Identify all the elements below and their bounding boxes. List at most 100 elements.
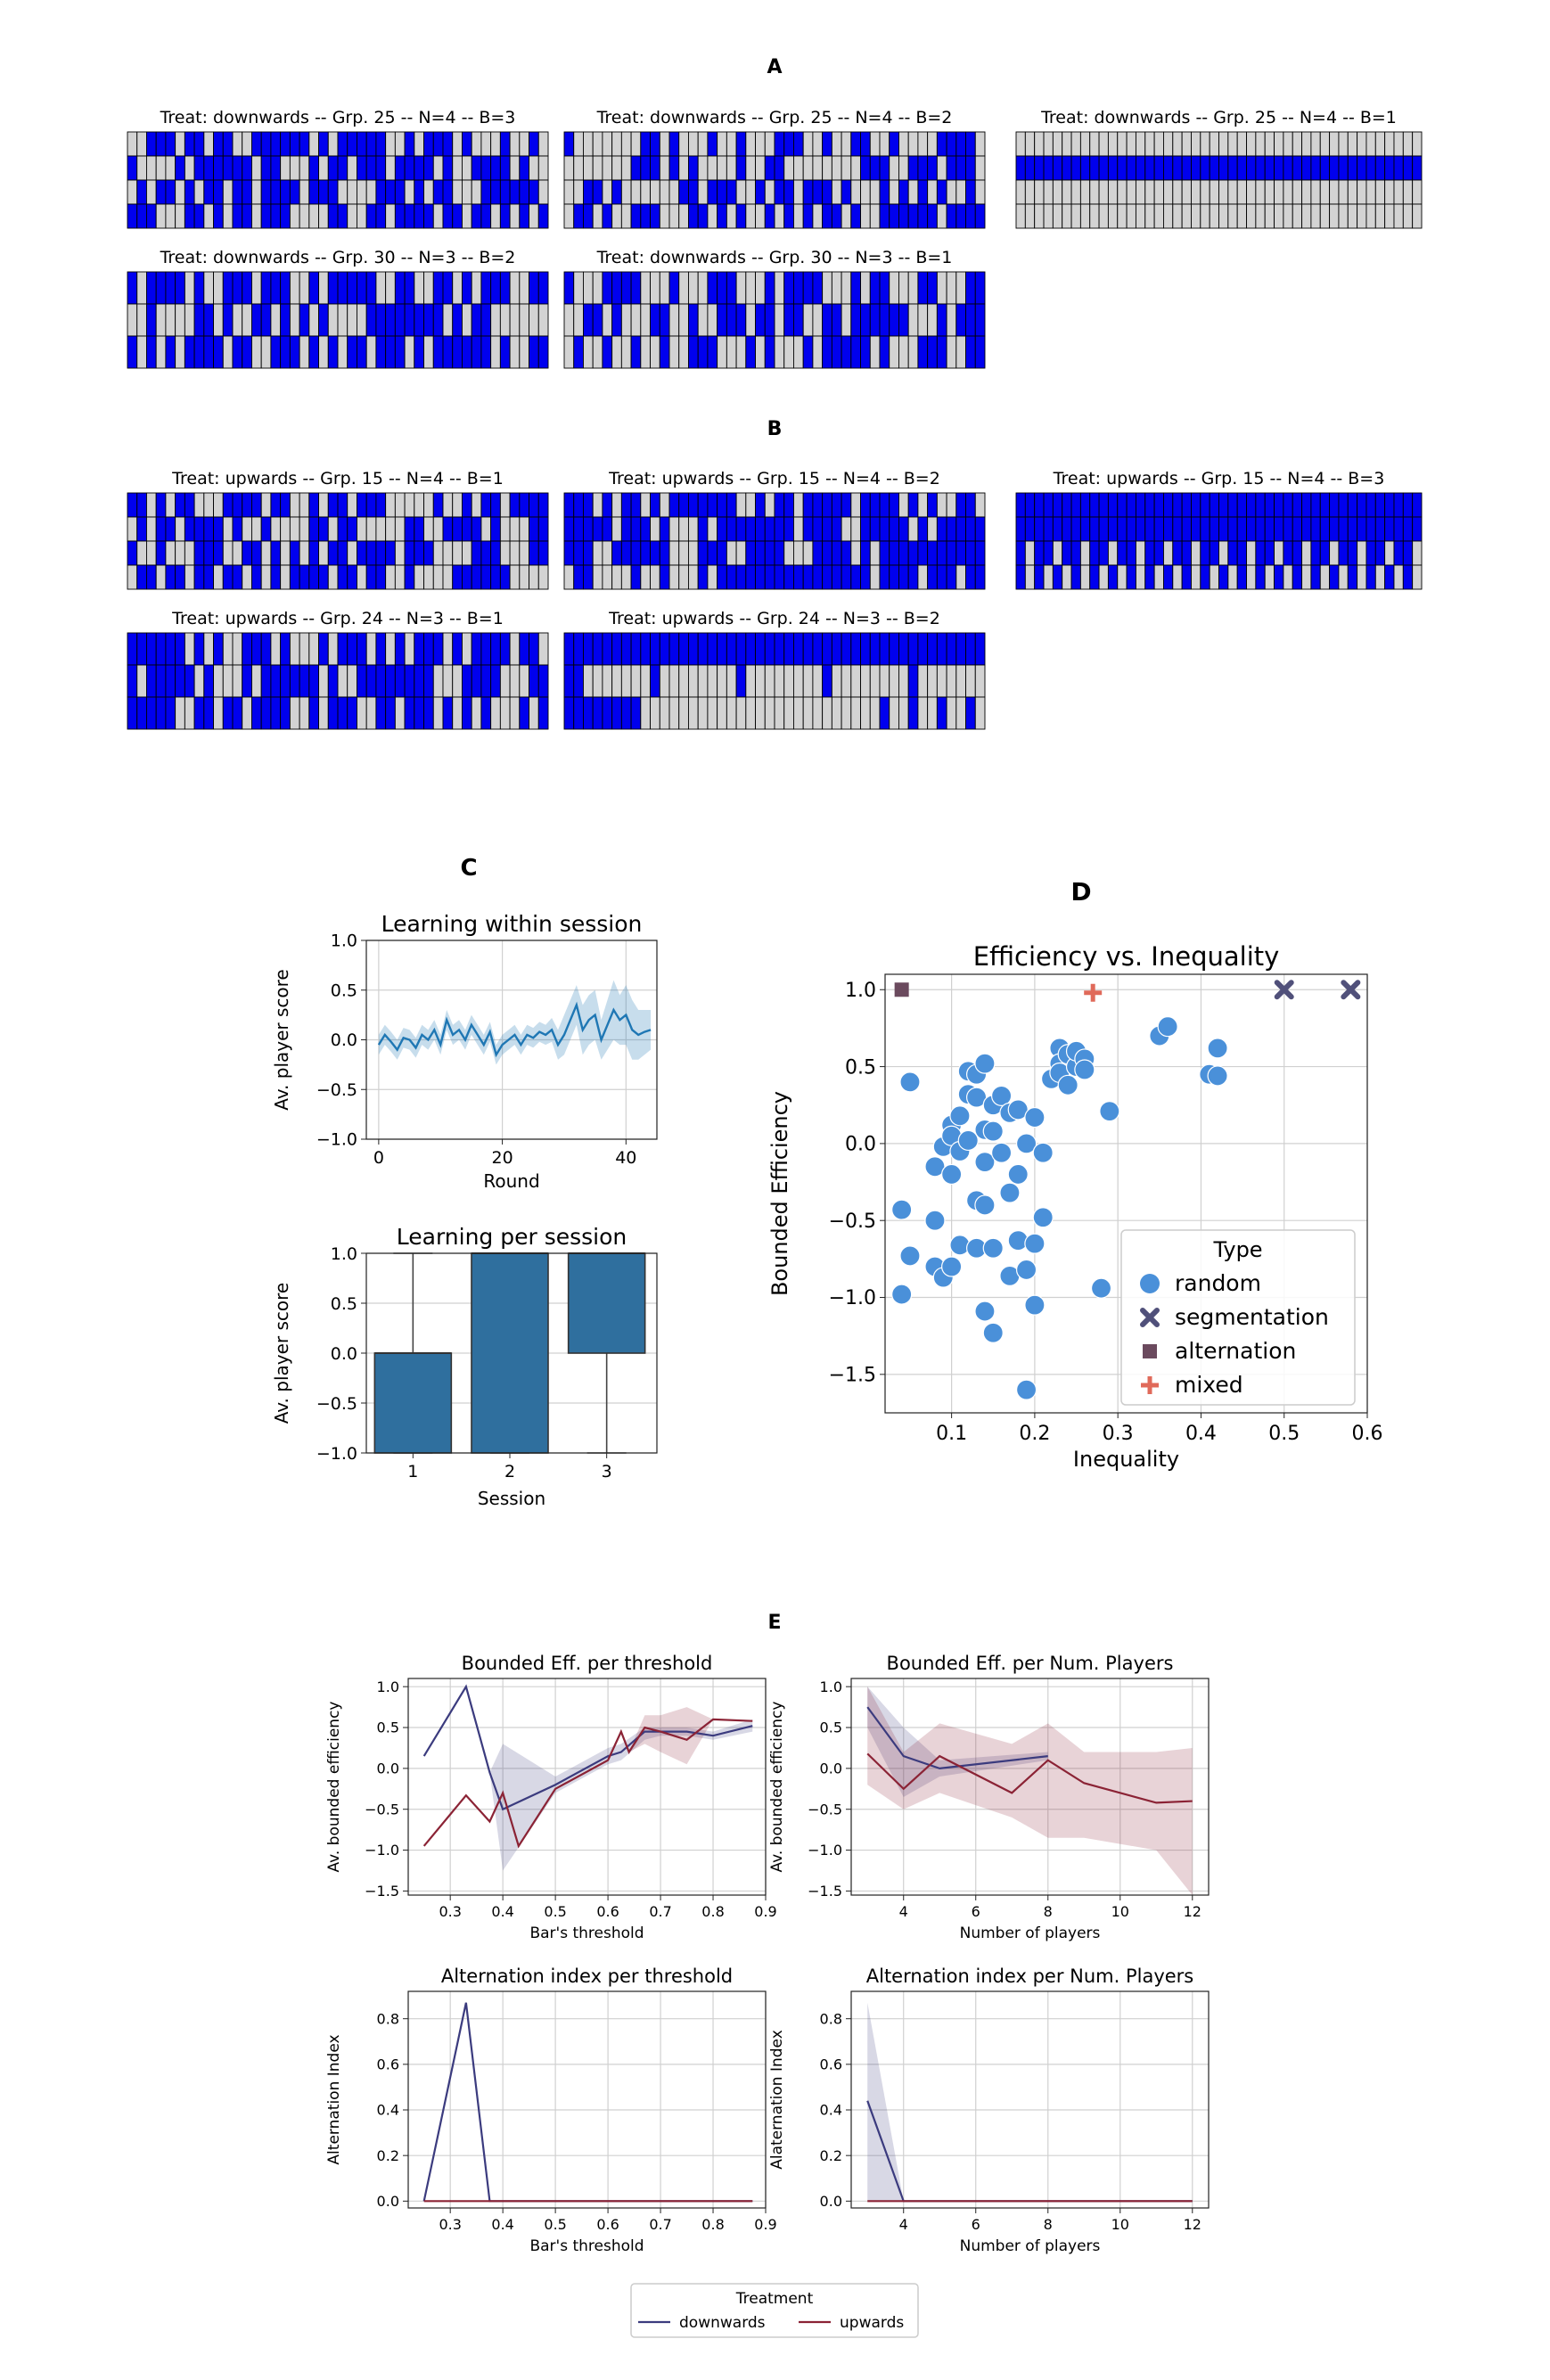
box-1: [373, 1352, 453, 1454]
grid-cell: [222, 564, 234, 590]
grid-cell: [1126, 203, 1136, 229]
grid-cell: [592, 516, 603, 542]
x-tick-label: 0: [373, 1148, 384, 1168]
grid-cell: [232, 632, 243, 666]
grid-cell: [442, 131, 454, 157]
grid-cell: [471, 179, 482, 205]
grid-cell: [707, 492, 718, 518]
grid-cell: [136, 303, 147, 337]
legend-label-mixed: mixed: [1175, 1372, 1243, 1398]
grid-cell: [1117, 131, 1128, 157]
grid-cell: [974, 203, 986, 229]
grid-cell: [289, 155, 300, 181]
grid-cell: [1227, 131, 1238, 157]
grid-cell: [688, 664, 699, 698]
grid-cell: [668, 335, 680, 369]
grid-cell: [831, 492, 842, 518]
grid-cell: [783, 179, 794, 205]
grid-cell: [499, 540, 511, 566]
grid-cell: [1384, 179, 1395, 205]
y-tick-label: 1.0: [331, 931, 357, 951]
grid-cell: [1365, 564, 1376, 590]
grid-cell: [1043, 540, 1054, 566]
grid-cell: [404, 131, 415, 157]
grid-cell: [1310, 131, 1321, 157]
grid-cell: [432, 632, 444, 666]
grid-cell: [640, 335, 651, 369]
grid-cell: [193, 131, 205, 157]
grid-cell: [1107, 203, 1119, 229]
grid-cell: [678, 271, 689, 305]
grid-cell: [640, 516, 651, 542]
grid-5: Treat: upwards -- Grp. 24 -- N=3 -- B=2: [563, 609, 986, 730]
grid-cell: [620, 303, 632, 337]
grid-cell: [1283, 179, 1293, 205]
grid-cell: [1034, 492, 1045, 518]
grid-cell: [965, 664, 976, 698]
grid-cell: [563, 564, 575, 590]
grid-cell: [755, 664, 766, 698]
grid-cell: [659, 492, 670, 518]
grid-cell: [688, 131, 699, 157]
grid-cell: [280, 696, 291, 730]
grid-cell: [1292, 179, 1303, 205]
grid-cell: [1163, 203, 1174, 229]
grid-cell: [1236, 564, 1247, 590]
y-tick-label: −1.5: [808, 1883, 842, 1900]
x-tick-label: 3: [602, 1462, 612, 1481]
grid-cell: [414, 516, 424, 542]
grid-cell: [222, 664, 234, 698]
grid-cell: [1024, 131, 1036, 157]
grid-cell: [1274, 540, 1284, 566]
grid-cell: [471, 492, 482, 518]
grid-cell: [452, 664, 463, 698]
grid-cell: [668, 564, 680, 590]
grid-cell: [1384, 203, 1395, 229]
grid-cell: [327, 179, 339, 205]
grid-cell: [1412, 131, 1423, 157]
grid-cell: [490, 335, 501, 369]
x-axis-label: Number of players: [960, 2237, 1101, 2255]
grid-cell: [462, 492, 472, 518]
grid-cell: [365, 516, 377, 542]
y-tick-label: −1.0: [829, 1287, 876, 1309]
grid-cell: [490, 540, 501, 566]
grid-cell: [1135, 131, 1146, 157]
grid-cell: [688, 492, 699, 518]
grid-cell: [812, 271, 824, 305]
grid-cell: [630, 632, 642, 666]
grid-cell: [755, 131, 766, 157]
y-tick-label: 1.0: [845, 980, 876, 1002]
grid-cell: [802, 664, 814, 698]
grid-cell: [327, 203, 339, 229]
grid-cell: [1301, 131, 1312, 157]
grid-cell: [136, 271, 147, 305]
grid-cell: [480, 664, 492, 698]
grid-cell: [1227, 203, 1238, 229]
grid-cell: [499, 179, 511, 205]
grid-cell: [203, 492, 214, 518]
grid-cell: [270, 131, 282, 157]
grid-cell: [251, 664, 262, 698]
grid-cell: [308, 696, 319, 730]
grid-cell: [1310, 203, 1321, 229]
chart-title: Bounded Eff. per Num. Players: [887, 1653, 1174, 1674]
grid-cell: [812, 564, 824, 590]
grid-cell: [365, 335, 377, 369]
legend-title: Treatment: [735, 2290, 814, 2308]
grid-cell: [203, 632, 214, 666]
grid-cell: [659, 540, 670, 566]
grid-cell: [1347, 155, 1358, 181]
grid-cell: [1126, 564, 1136, 590]
y-tick-label: 0.0: [331, 1030, 357, 1050]
x-tick-label: 0.4: [1185, 1423, 1217, 1445]
grid-cell: [203, 203, 214, 229]
grid-cell: [509, 131, 521, 157]
chart-3: 0.1 0.2 0.3 0.4 0.5 0.6−1.5−1.0−0.50.00.51.0E…: [767, 941, 1383, 1472]
grid-cell: [831, 696, 842, 730]
grid-cell: [841, 303, 852, 337]
grid-cell: [462, 664, 472, 698]
grid-cell: [471, 131, 482, 157]
grid-cell: [860, 696, 871, 730]
point-segmentation: [1274, 980, 1294, 1000]
